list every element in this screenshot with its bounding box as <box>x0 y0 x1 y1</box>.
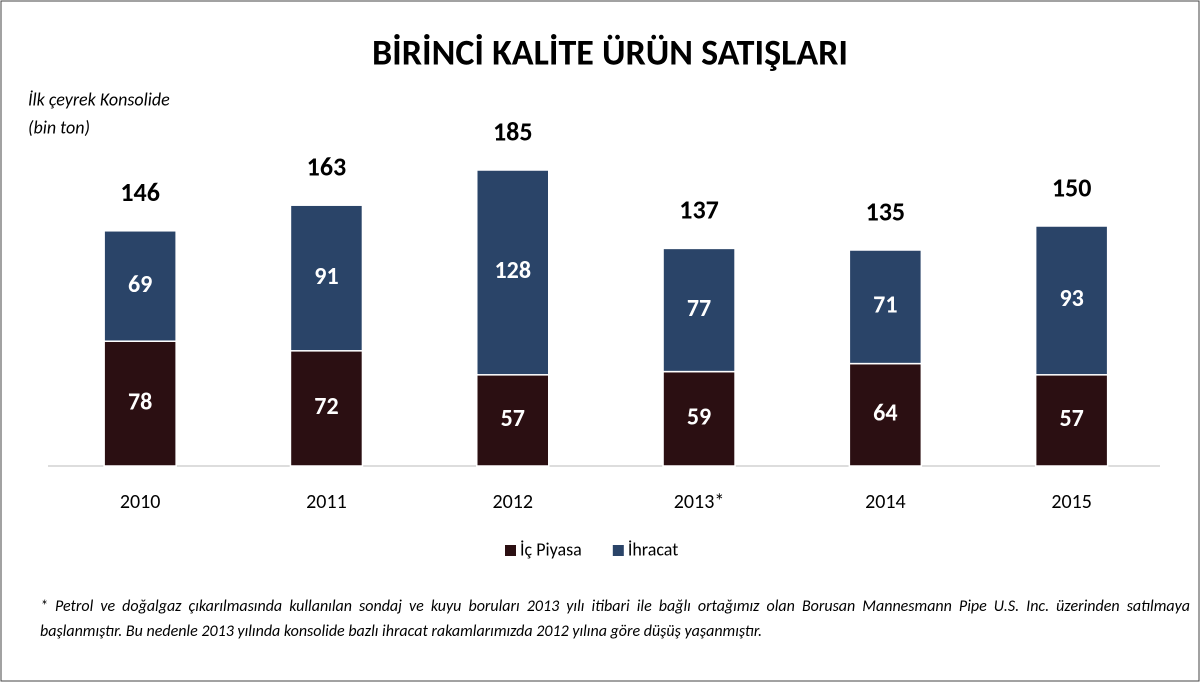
total-label: 150 <box>1052 171 1092 203</box>
value-label: 69 <box>128 270 152 299</box>
subtitle: İlk çeyrek Konsolide <box>28 88 170 110</box>
subtitle: (bin ton) <box>28 116 90 138</box>
bar-segment <box>476 374 550 467</box>
value-label: 57 <box>1059 404 1083 433</box>
x-tick-label: 2011 <box>306 490 347 514</box>
x-tick-label: 2015 <box>1051 490 1092 514</box>
x-tick-label: 2012 <box>492 490 533 514</box>
bar-segment <box>103 230 177 342</box>
value-label: 59 <box>687 403 711 432</box>
footnote: * Petrol ve doğalgaz çıkarılmasında kull… <box>40 597 1190 641</box>
value-label: 78 <box>128 387 152 416</box>
bar-segment <box>476 169 550 376</box>
total-label: 135 <box>866 195 906 227</box>
total-label: 146 <box>120 176 160 208</box>
value-label: 72 <box>314 392 338 421</box>
bar-segment <box>1034 225 1109 376</box>
bar-segment <box>848 362 923 467</box>
total-label: 137 <box>679 194 719 226</box>
legend-swatch <box>612 545 624 556</box>
bar-segment <box>103 340 177 467</box>
x-tick-label: 2014 <box>865 490 906 514</box>
bar-segment <box>848 249 923 365</box>
bar-segment <box>662 247 736 373</box>
bar-segment <box>1034 374 1109 467</box>
legend-label: İhracat <box>628 538 678 560</box>
value-label: 128 <box>495 256 532 285</box>
total-label: 185 <box>493 115 533 147</box>
bar-segment <box>289 204 364 352</box>
legend-swatch <box>505 545 516 556</box>
bar-segment <box>662 370 736 467</box>
legend-label: İç Piyasa <box>520 538 582 560</box>
value-label: 77 <box>687 294 711 323</box>
value-label: 71 <box>873 291 897 320</box>
value-label: 64 <box>873 399 897 428</box>
x-tick-label: 2013* <box>674 490 725 514</box>
value-label: 91 <box>314 262 338 291</box>
chart-title: BİRİNCİ KALİTE ÜRÜN SATIŞLARI <box>372 31 848 75</box>
x-tick-label: 2010 <box>120 490 161 514</box>
value-label: 57 <box>501 404 525 433</box>
total-label: 163 <box>307 150 347 182</box>
value-label: 93 <box>1059 284 1083 313</box>
